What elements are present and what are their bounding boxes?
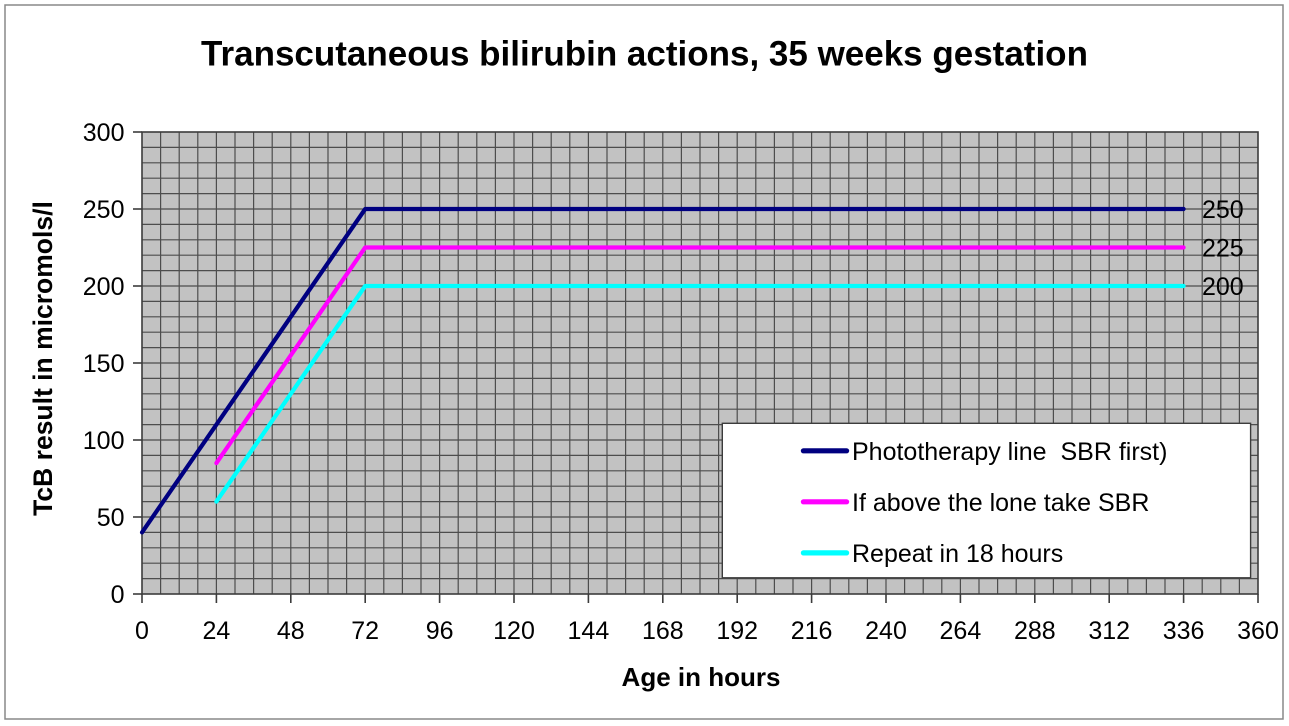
svg-text:168: 168 [642, 617, 684, 645]
svg-text:Transcutaneous bilirubin actio: Transcutaneous bilirubin actions, 35 wee… [201, 35, 1088, 74]
svg-text:24: 24 [202, 617, 230, 645]
svg-text:216: 216 [791, 617, 833, 645]
svg-text:100: 100 [83, 427, 125, 455]
svg-text:250: 250 [83, 196, 125, 224]
svg-text:Repeat in 18 hours: Repeat in 18 hours [852, 540, 1063, 568]
svg-text:264: 264 [940, 617, 982, 645]
svg-text:Age in hours: Age in hours [622, 662, 781, 692]
svg-text:200: 200 [83, 273, 125, 301]
svg-text:144: 144 [568, 617, 610, 645]
svg-text:150: 150 [83, 350, 125, 378]
svg-text:Phototherapy line SBR first): Phototherapy line SBR first) [852, 438, 1167, 466]
svg-text:312: 312 [1088, 617, 1130, 645]
svg-text:192: 192 [716, 617, 758, 645]
svg-text:48: 48 [277, 617, 305, 645]
svg-text:If above the lone take SBR: If above the lone take SBR [852, 489, 1149, 517]
svg-text:TcB result in micromols/l: TcB result in micromols/l [28, 201, 58, 516]
svg-text:240: 240 [865, 617, 907, 645]
svg-text:72: 72 [351, 617, 379, 645]
svg-text:288: 288 [1014, 617, 1056, 645]
svg-text:360: 360 [1237, 617, 1279, 645]
svg-text:50: 50 [97, 504, 125, 532]
svg-text:0: 0 [135, 617, 149, 645]
svg-text:250: 250 [1202, 196, 1244, 224]
svg-text:225: 225 [1202, 235, 1244, 263]
svg-text:96: 96 [426, 617, 454, 645]
svg-text:0: 0 [111, 581, 125, 609]
svg-text:336: 336 [1163, 617, 1205, 645]
svg-text:120: 120 [493, 617, 535, 645]
svg-text:200: 200 [1202, 273, 1244, 301]
svg-text:300: 300 [83, 119, 125, 147]
